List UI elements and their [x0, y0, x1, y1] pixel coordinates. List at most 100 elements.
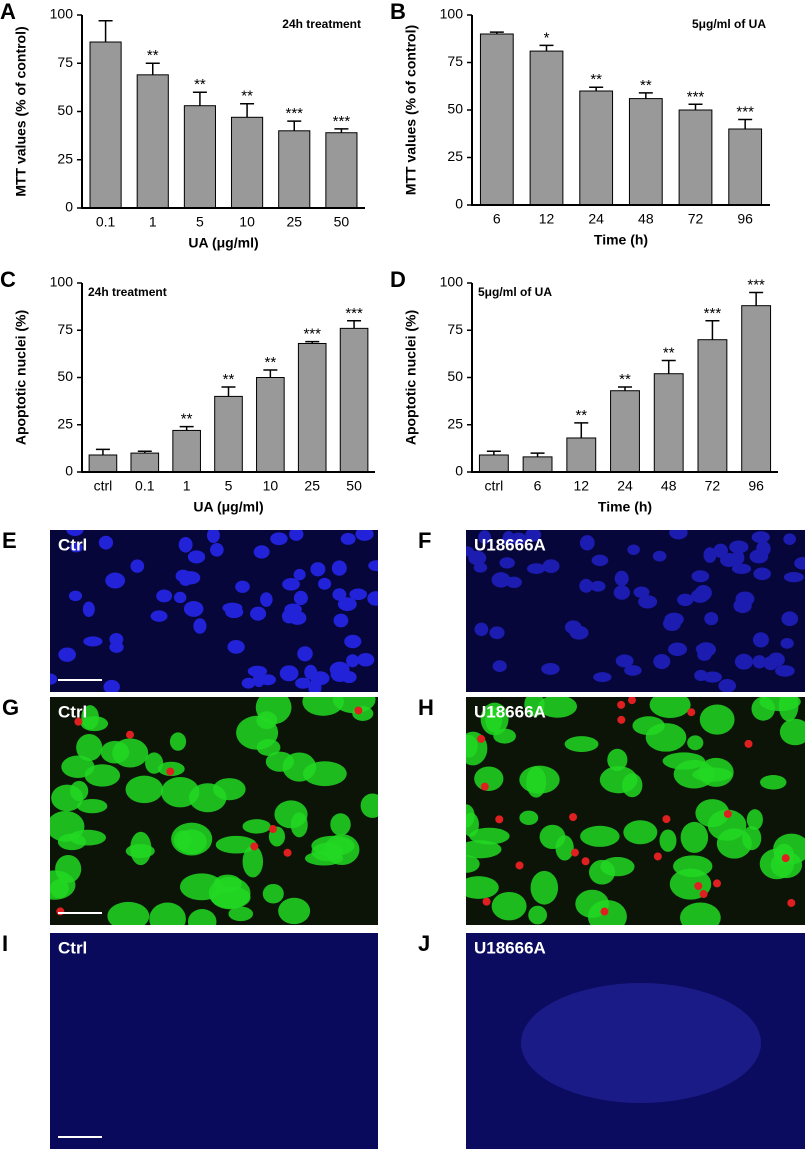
bar	[172, 429, 201, 473]
nucleus	[763, 656, 779, 671]
nucleus	[624, 665, 642, 676]
y-tick-label: 25	[447, 415, 463, 431]
y-axis-label: MTT values (% of control)	[13, 26, 29, 196]
bar	[231, 116, 264, 209]
neuron	[125, 775, 164, 804]
significance-label: **	[147, 47, 159, 64]
nucleus	[178, 537, 193, 553]
y-tick-label: 0	[65, 199, 73, 215]
micrograph	[50, 933, 378, 1149]
panel-letter: D	[390, 267, 406, 292]
apoptotic-cell	[477, 734, 486, 743]
error-bar	[347, 320, 362, 329]
neuron	[466, 804, 475, 828]
nucleus	[492, 660, 507, 673]
apoptotic-cell	[627, 697, 636, 705]
significance-label: ***	[687, 88, 705, 105]
nucleus	[542, 559, 560, 574]
bar	[741, 305, 772, 473]
nucleus	[222, 602, 243, 614]
neuron	[519, 765, 560, 794]
apoptotic-cell	[570, 848, 579, 857]
y-tick-label: 75	[447, 321, 463, 337]
nucleus	[368, 560, 378, 572]
error-bar	[618, 386, 632, 391]
nucleus	[775, 665, 795, 677]
neuron	[649, 697, 691, 719]
neuron	[607, 748, 628, 771]
neuron	[80, 716, 109, 732]
apoptotic-cell	[268, 825, 277, 834]
neuron	[278, 897, 311, 925]
significance-label: ***	[303, 326, 321, 343]
bar	[325, 132, 358, 209]
panel-letter: H	[418, 695, 434, 720]
x-tick-label: 25	[286, 214, 302, 230]
bar	[653, 373, 684, 473]
nucleus	[491, 572, 511, 588]
y-tick-label: 75	[57, 54, 73, 70]
bar	[130, 452, 160, 473]
nucleus	[474, 622, 489, 637]
nucleus	[227, 640, 245, 654]
nucleus	[293, 568, 306, 581]
error-bar	[95, 448, 110, 455]
micrograph-content	[466, 697, 805, 925]
apoptotic-cell	[354, 706, 363, 715]
neuron	[324, 834, 360, 866]
neuron	[519, 810, 539, 826]
error-bar	[530, 452, 545, 457]
apoptotic-cell	[495, 815, 504, 824]
y-axis-label: MTT values (% of control)	[403, 25, 419, 195]
apoptotic-cell	[694, 881, 703, 890]
nucleus	[478, 530, 492, 545]
y-tick-label: 50	[447, 368, 463, 384]
neuron	[187, 909, 217, 925]
nucleus	[317, 577, 332, 590]
neuron	[290, 812, 308, 838]
neuron	[107, 901, 150, 925]
x-tick-label: 48	[638, 211, 654, 227]
x-axis-label: Time (h)	[598, 499, 652, 515]
y-tick-label: 0	[455, 463, 463, 479]
x-tick-label: 5	[196, 214, 204, 230]
neuron	[580, 825, 620, 847]
nucleus	[662, 616, 682, 632]
x-tick-label: 10	[239, 214, 255, 230]
nucleus	[66, 530, 84, 536]
nucleus	[569, 625, 589, 640]
nucleus	[105, 572, 126, 589]
apoptotic-cell	[166, 767, 175, 776]
nucleus	[783, 571, 804, 583]
nucleus	[332, 588, 347, 601]
error-bar	[192, 91, 207, 106]
apoptotic-cell	[617, 715, 626, 724]
nucleus	[473, 562, 488, 573]
neuron	[256, 711, 278, 730]
neuron	[77, 798, 108, 814]
nucleus	[627, 544, 640, 555]
neuron	[524, 697, 545, 717]
significance-label: ***	[333, 113, 351, 130]
nucleus	[697, 649, 712, 661]
x-tick-label: 48	[661, 478, 677, 494]
bar	[136, 74, 169, 209]
nucleus	[633, 586, 650, 598]
x-axis-label: UA (μg/ml)	[188, 235, 258, 251]
nucleus	[337, 597, 357, 612]
nucleus	[253, 545, 270, 559]
nucleus	[367, 591, 378, 606]
neuron	[330, 813, 351, 836]
error-bar	[179, 425, 194, 431]
neuron	[575, 889, 609, 918]
y-tick-label: 0	[455, 196, 463, 212]
nucleus	[468, 550, 487, 566]
neuron	[659, 829, 677, 852]
neuron	[474, 766, 504, 791]
nucleus	[83, 636, 103, 647]
neuron	[84, 764, 121, 787]
x-axis-label: Time (h)	[594, 232, 648, 248]
nucleus	[590, 580, 606, 592]
neuron	[262, 883, 284, 904]
nucleus	[527, 563, 546, 574]
